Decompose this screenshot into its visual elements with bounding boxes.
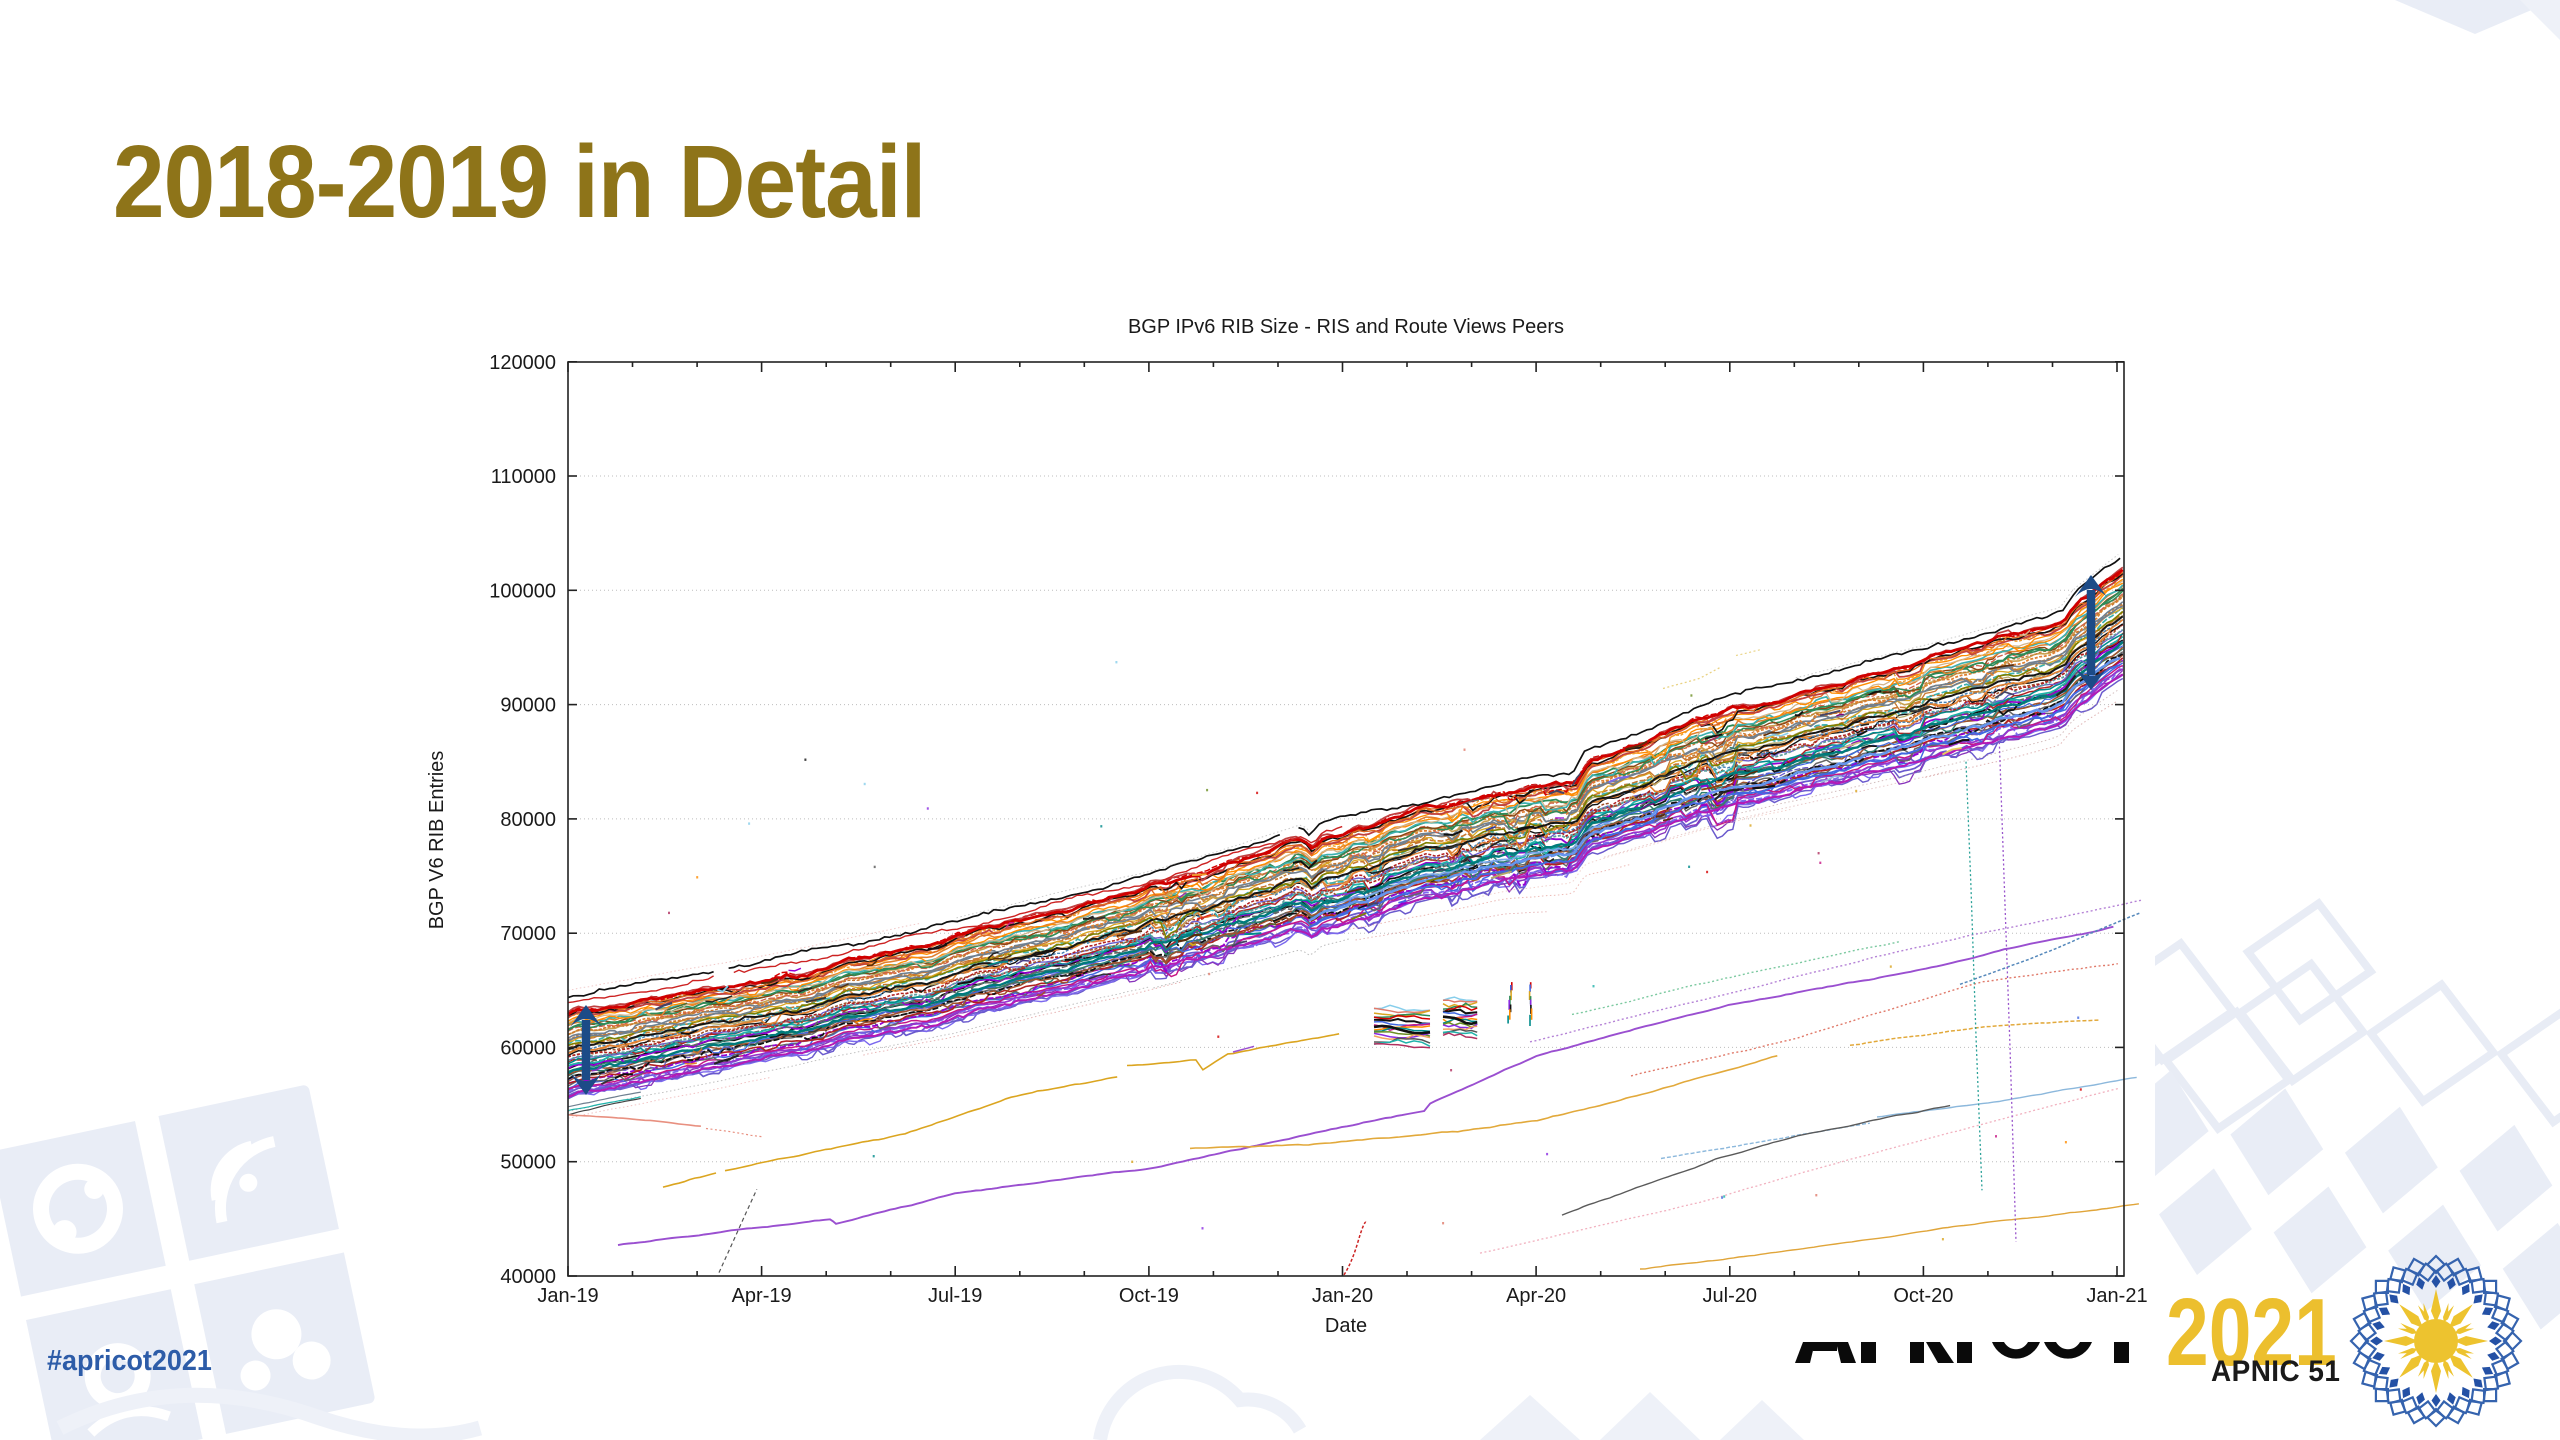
svg-text:80000: 80000 <box>500 809 556 831</box>
svg-text:BGP IPv6 RIB Size - RIS and Ro: BGP IPv6 RIB Size - RIS and Route Views … <box>1128 316 1564 338</box>
svg-text:Jan-20: Jan-20 <box>1312 1285 1373 1307</box>
svg-text:90000: 90000 <box>500 695 556 717</box>
svg-text:50000: 50000 <box>500 1152 556 1174</box>
svg-text:40000: 40000 <box>500 1266 556 1288</box>
svg-text:Oct-20: Oct-20 <box>1893 1285 1953 1307</box>
svg-text:110000: 110000 <box>491 466 556 488</box>
svg-text:Apr-19: Apr-19 <box>732 1285 792 1307</box>
svg-text:Jan-21: Jan-21 <box>2086 1285 2147 1307</box>
svg-text:Oct-19: Oct-19 <box>1119 1285 1179 1307</box>
svg-text:Jul-20: Jul-20 <box>1703 1285 1757 1307</box>
svg-text:100000: 100000 <box>489 580 556 602</box>
svg-text:BGP V6 RIB Entries: BGP V6 RIB Entries <box>426 751 448 930</box>
svg-text:70000: 70000 <box>500 923 556 945</box>
svg-text:Jan-19: Jan-19 <box>537 1285 598 1307</box>
svg-text:120000: 120000 <box>489 352 556 374</box>
svg-text:60000: 60000 <box>500 1037 556 1059</box>
svg-text:Jul-19: Jul-19 <box>928 1285 982 1307</box>
svg-text:Apr-20: Apr-20 <box>1506 1285 1566 1307</box>
svg-text:Date: Date <box>1325 1315 1367 1337</box>
